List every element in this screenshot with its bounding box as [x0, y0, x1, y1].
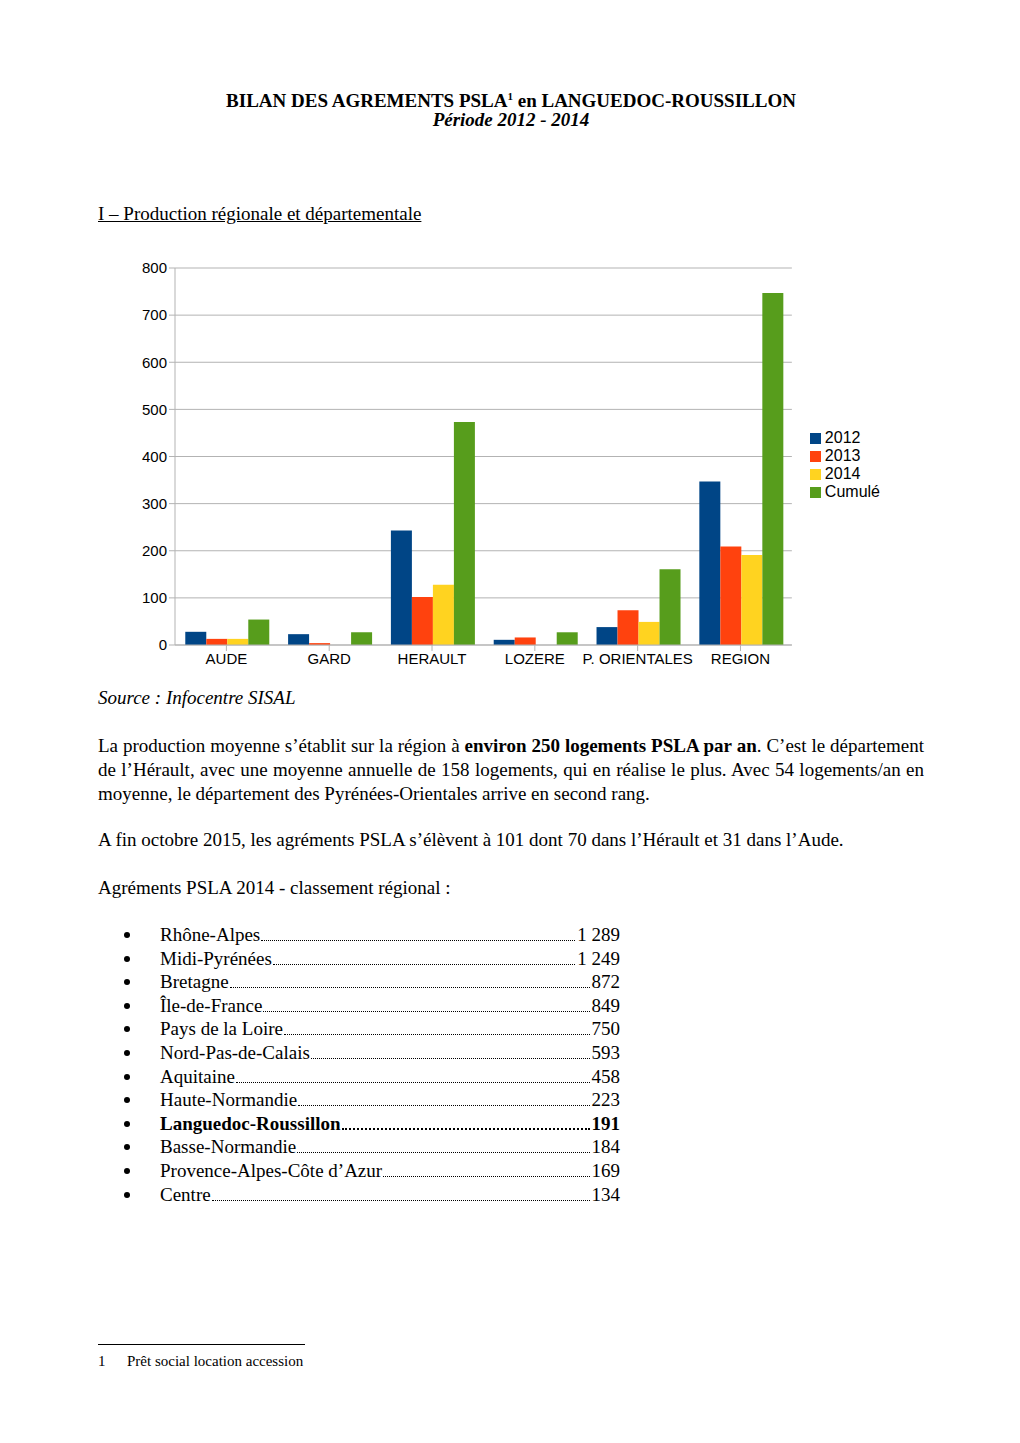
svg-text:200: 200: [142, 542, 167, 559]
html-text:750: 750: [591, 1018, 620, 1040]
html-text:Nord-Pas-de-Calais: Nord-Pas-de-Calais: [160, 1042, 310, 1063]
html-text:Période 2012 - 2014: Période 2012 - 2014: [432, 109, 590, 130]
svg-text:800: 800: [142, 259, 167, 276]
svg-text:500: 500: [142, 401, 167, 418]
html-text:169: 169: [591, 1160, 620, 1181]
html-text:Bretagne: Bretagne: [160, 971, 229, 993]
html-text:Basse-Normandie: Basse-Normandie: [160, 1136, 297, 1158]
html-text:Prêt social location accession: Prêt social location accession: [127, 1353, 304, 1369]
html-text:134: 134: [591, 1183, 620, 1205]
html-text:223: 223: [591, 1089, 620, 1111]
html-text:872: 872: [591, 971, 620, 993]
html-text:593: 593: [591, 1042, 620, 1063]
html-text:458: 458: [591, 1065, 620, 1087]
svg-text:P. ORIENTALES: P. ORIENTALES: [582, 650, 692, 667]
html-text:La production moyenne s’établi: La production moyenne s’établit sur la r…: [98, 735, 924, 804]
html-text:Provence-Alpes-Côte d’Azur: Provence-Alpes-Côte d’Azur: [160, 1160, 383, 1181]
svg-text:0: 0: [159, 636, 167, 653]
html-text:1 249: 1 249: [577, 947, 620, 969]
html-text:849: 849: [591, 994, 620, 1016]
svg-text:LOZERE: LOZERE: [505, 650, 565, 667]
html-text:2013: 2013: [824, 447, 861, 464]
svg-text:300: 300: [142, 495, 167, 512]
svg-text:400: 400: [142, 448, 167, 465]
html-text:Midi-Pyrénées: Midi-Pyrénées: [160, 947, 272, 969]
svg-text:100: 100: [142, 589, 167, 606]
svg-text:REGION: REGION: [711, 650, 770, 667]
html-text:191: 191: [591, 1112, 620, 1134]
html-text:1: 1: [98, 1353, 106, 1369]
html-text:Source : Infocentre SISAL: Source : Infocentre SISAL: [98, 687, 296, 708]
svg-text:GARD: GARD: [308, 650, 352, 667]
svg-text:AUDE: AUDE: [206, 650, 248, 667]
html-text:Île-de-France: Île-de-France: [160, 994, 263, 1016]
html-text:Rhône-Alpes: Rhône-Alpes: [160, 924, 261, 945]
html-text:Haute-Normandie: Haute-Normandie: [160, 1089, 298, 1111]
html-text:BILAN DES AGREMENTS PSLA1en LA: BILAN DES AGREMENTS PSLA1en LANGUEDOC-RO…: [226, 90, 796, 112]
html-text:2014: 2014: [824, 465, 861, 482]
html-text:A fin octobre 2015, les agréme: A fin octobre 2015, les agréments PSLA s…: [98, 829, 844, 850]
svg-text:HERAULT: HERAULT: [398, 650, 467, 667]
html-text:1 289: 1 289: [577, 924, 620, 945]
html-text:2012: 2012: [824, 429, 861, 446]
html-text:Cumulé: Cumulé: [824, 483, 880, 500]
html-text:Aquitaine: Aquitaine: [160, 1065, 235, 1087]
svg-text:600: 600: [142, 354, 167, 371]
html-text:Languedoc-Roussillon: Languedoc-Roussillon: [160, 1112, 341, 1134]
html-text:184: 184: [591, 1136, 620, 1158]
html-text:I – Production régionale et dé: I – Production régionale et départementa…: [98, 203, 422, 224]
html-text:Pays de la Loire: Pays de la Loire: [160, 1018, 283, 1040]
svg-text:700: 700: [142, 306, 167, 323]
html-text:Agréments PSLA 2014 - classeme: Agréments PSLA 2014 - classement régiona…: [98, 877, 451, 898]
html-text:Centre: Centre: [160, 1183, 211, 1205]
